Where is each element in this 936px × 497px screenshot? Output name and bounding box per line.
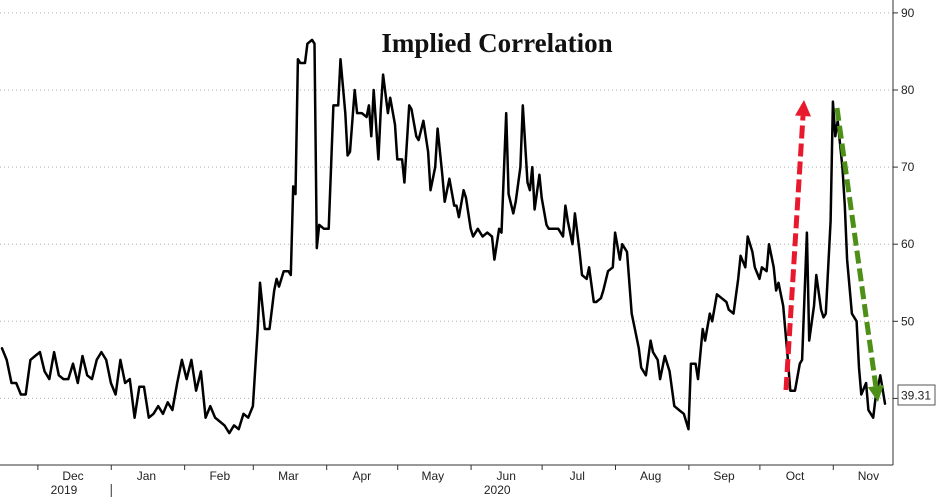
y-tick-label: 60 bbox=[901, 237, 915, 251]
green-down-arrow bbox=[834, 107, 884, 402]
x-tick-label: Sep bbox=[713, 469, 735, 483]
grid-lines bbox=[0, 12, 893, 399]
last-value-label: 39.31 bbox=[897, 384, 936, 406]
y-tick-label: 70 bbox=[901, 160, 915, 174]
last-value-text: 39.31 bbox=[901, 389, 931, 403]
green-down-arrow-head bbox=[867, 385, 884, 402]
red-up-arrow-shaft bbox=[783, 115, 806, 391]
last-value-box bbox=[897, 384, 936, 406]
x-tick-label: Mar bbox=[278, 469, 299, 483]
x-tick-label: Jun bbox=[497, 469, 516, 483]
x-tick-label: Apr bbox=[352, 469, 371, 483]
x-tick-label: Dec bbox=[62, 469, 83, 483]
x-axis: Dec Jan Feb Mar Apr May Jun Jul Aug Sep Oct Nov 2019… bbox=[0, 464, 893, 497]
y-tick-label: 50 bbox=[901, 314, 915, 328]
x-tick-label: Jul bbox=[570, 469, 585, 483]
chart-title: Implied Correlation bbox=[381, 28, 612, 58]
red-up-arrow-head bbox=[795, 100, 811, 117]
x-tick-label: May bbox=[422, 469, 445, 483]
y-tick-label: 80 bbox=[901, 83, 915, 97]
series-line bbox=[0, 38, 887, 435]
x-tick-label: Oct bbox=[786, 469, 805, 483]
x-tick-label: Nov bbox=[858, 469, 879, 483]
x-tick-label: Feb bbox=[209, 469, 230, 483]
x-tick-label: Jan bbox=[137, 469, 156, 483]
x-year-label: 2020 bbox=[484, 483, 511, 497]
x-tick-label: Aug bbox=[640, 469, 661, 483]
red-up-arrow bbox=[783, 100, 811, 391]
arrow-annotations bbox=[783, 100, 884, 402]
x-year-label: 2019 bbox=[51, 483, 78, 497]
green-down-arrow-shaft bbox=[834, 107, 879, 387]
y-tick-label: 90 bbox=[901, 6, 915, 20]
